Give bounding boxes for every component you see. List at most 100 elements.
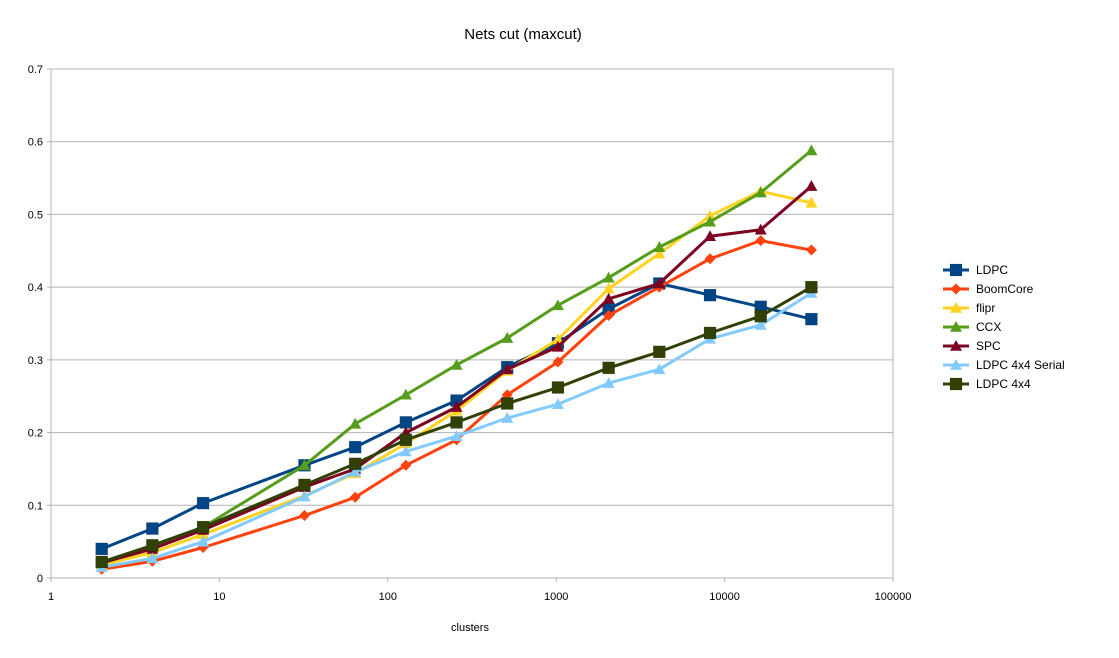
data-point (754, 186, 767, 198)
series-line (101, 285, 813, 564)
data-point (551, 381, 565, 394)
legend-swatch-marker (950, 302, 962, 313)
data-point (298, 478, 311, 492)
data-point (399, 445, 412, 457)
chart-title: Nets cut (maxcut) (464, 26, 582, 43)
data-point (704, 230, 717, 242)
data-point (450, 430, 463, 442)
data-point (399, 388, 412, 400)
x-tick-label: 1000 (544, 591, 568, 603)
x-tick-label: 100000 (875, 591, 912, 603)
legend-item: BoomCore (943, 282, 1034, 296)
data-point (399, 433, 413, 447)
data-point (450, 401, 463, 412)
data-point (146, 552, 159, 564)
series-ldpc-4x4 (95, 280, 818, 569)
data-point (805, 196, 818, 208)
data-point (754, 309, 767, 323)
series-line (101, 149, 813, 565)
data-point (450, 416, 463, 429)
data-point (551, 398, 564, 410)
legend-item: LDPC (943, 263, 1008, 277)
data-point (501, 363, 514, 375)
x-tick-label: 10000 (709, 591, 740, 603)
data-point (551, 340, 564, 352)
data-point (805, 312, 818, 326)
data-point (348, 440, 362, 454)
plot-frame (50, 68, 894, 579)
legend-swatch-marker (949, 263, 963, 277)
series-line (101, 291, 813, 569)
legend-item: LDPC 4x4 (943, 377, 1031, 391)
data-point (653, 247, 666, 259)
data-point (298, 490, 311, 502)
data-point (349, 465, 362, 477)
x-tick-label: 1 (48, 591, 54, 603)
y-tick-label: 0.6 (28, 137, 43, 149)
data-point (146, 539, 159, 552)
data-point (805, 144, 818, 156)
data-point (349, 417, 362, 429)
legend-label: flipr (976, 301, 995, 315)
data-point (703, 326, 717, 340)
data-point (298, 459, 311, 471)
legend-label: BoomCore (976, 282, 1034, 296)
data-point (754, 223, 767, 235)
data-point (501, 332, 514, 343)
y-tick-label: 0.7 (28, 64, 43, 76)
data-point (450, 358, 463, 370)
legend-label: LDPC (976, 263, 1008, 277)
data-point (704, 215, 717, 227)
data-point (197, 535, 210, 547)
grid-lines (51, 68, 893, 506)
data-point (653, 363, 666, 375)
data-point (602, 271, 615, 283)
data-point (703, 288, 717, 302)
legend-swatch-marker (949, 377, 963, 391)
series-line (101, 239, 812, 571)
data-point (805, 244, 817, 256)
y-tick-label: 0 (37, 573, 43, 585)
series-line (101, 184, 813, 565)
data-point (602, 377, 615, 388)
data-point (653, 241, 666, 252)
data-point (805, 180, 818, 191)
y-tick-label: 0.5 (28, 209, 43, 221)
data-point (653, 345, 666, 359)
y-tick-label: 0.4 (28, 282, 43, 294)
legend-swatch-marker (950, 283, 962, 295)
data-point (704, 253, 716, 265)
y-tick-label: 0.1 (28, 500, 43, 512)
legend-item: SPC (943, 339, 1001, 353)
x-axis: 1 10 100 1000 10000 100000 (48, 578, 911, 603)
legend-swatch-marker (950, 321, 962, 332)
data-point (95, 555, 108, 569)
x-axis-label: clusters (451, 622, 489, 634)
data-point (95, 542, 108, 556)
data-point (602, 282, 615, 294)
y-axis: 0 0.1 0.2 0.3 0.4 0.5 0.6 0.7 (28, 64, 51, 585)
y-tick-label: 0.3 (28, 355, 43, 367)
data-point (349, 491, 361, 503)
legend-label: SPC (976, 339, 1001, 353)
legend-label: LDPC 4x4 (976, 377, 1031, 391)
data-point (298, 509, 310, 521)
data-point (552, 356, 564, 368)
legend-swatch-marker (950, 359, 962, 370)
data-point (602, 292, 615, 304)
data-point (196, 496, 210, 510)
legend-item: CCX (943, 320, 1001, 334)
x-tick-label: 10 (213, 591, 225, 603)
series-line (101, 189, 812, 567)
data-point (754, 318, 767, 330)
series-spc (95, 180, 818, 568)
series-line (101, 282, 812, 551)
data-point (551, 299, 564, 311)
data-point (653, 277, 666, 289)
data-point (501, 412, 514, 423)
legend-swatch-marker (950, 340, 962, 351)
data-point (400, 459, 412, 471)
data-point (602, 361, 615, 375)
